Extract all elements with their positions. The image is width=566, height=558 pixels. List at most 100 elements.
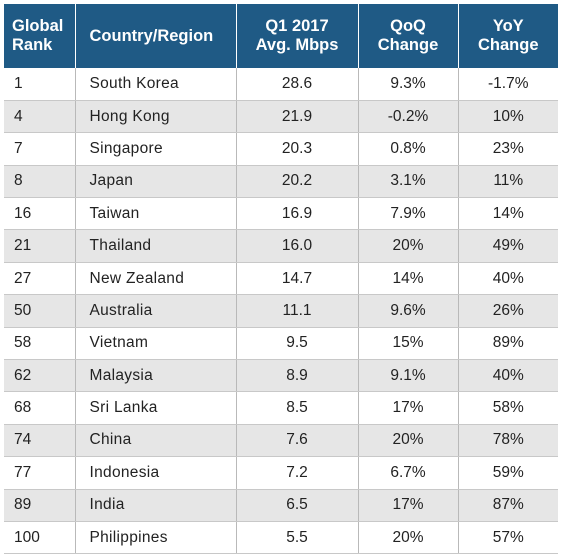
header-qoq-change-line-2: Change xyxy=(377,36,439,54)
cell-country: Japan xyxy=(75,165,237,199)
cell-rank: 58 xyxy=(4,327,76,361)
cell-country: Hong Kong xyxy=(75,100,237,134)
cell-avg-mbps: 9.5 xyxy=(236,327,359,361)
cell-country: South Korea xyxy=(75,68,237,101)
cell-rank: 77 xyxy=(4,456,76,490)
cell-yoy-change: 14% xyxy=(458,197,558,231)
cell-qoq-change: 20% xyxy=(358,521,459,555)
table-row: 58 Vietnam 9.5 15% 89% xyxy=(4,327,558,361)
cell-rank: 89 xyxy=(4,489,76,522)
cell-yoy-change: 89% xyxy=(458,327,558,361)
cell-avg-mbps: 7.6 xyxy=(236,424,359,458)
cell-qoq-change: 17% xyxy=(358,391,459,425)
header-global-rank-line-1: Global xyxy=(12,17,64,35)
cell-avg-mbps: 20.2 xyxy=(236,165,359,199)
speed-table-container: Global Rank Country/Region Q1 2017 Avg. … xyxy=(4,4,558,555)
cell-country: Vietnam xyxy=(75,327,237,361)
cell-qoq-change: 3.1% xyxy=(358,165,459,199)
table-row: 8 Japan 20.2 3.1% 11% xyxy=(4,165,558,199)
cell-qoq-change: -0.2% xyxy=(358,100,459,134)
cell-country: Singapore xyxy=(75,132,237,166)
header-yoy-change-line-2: Change xyxy=(477,36,539,54)
cell-country: Sri Lanka xyxy=(75,391,237,425)
cell-country: China xyxy=(75,424,237,458)
cell-yoy-change: 78% xyxy=(458,424,558,458)
header-avg-mbps-line-1: Q1 2017 xyxy=(265,17,329,35)
table-row: 1 South Korea 28.6 9.3% -1.7% xyxy=(4,68,558,101)
cell-yoy-change: 87% xyxy=(458,489,558,522)
cell-avg-mbps: 8.5 xyxy=(236,391,359,425)
header-yoy-change-line-1: YoY xyxy=(492,17,524,35)
header-country-region-label: Country/Region xyxy=(89,26,214,45)
cell-qoq-change: 15% xyxy=(358,327,459,361)
cell-avg-mbps: 16.9 xyxy=(236,197,359,231)
cell-yoy-change: 26% xyxy=(458,294,558,328)
cell-country: New Zealand xyxy=(75,262,237,296)
cell-rank: 27 xyxy=(4,262,76,296)
speed-table: Global Rank Country/Region Q1 2017 Avg. … xyxy=(4,4,558,555)
cell-avg-mbps: 16.0 xyxy=(236,229,359,263)
cell-yoy-change: 57% xyxy=(458,521,558,555)
cell-rank: 100 xyxy=(4,521,76,555)
cell-avg-mbps: 20.3 xyxy=(236,132,359,166)
cell-qoq-change: 14% xyxy=(358,262,459,296)
table-body: 1 South Korea 28.6 9.3% -1.7% 4 Hong Kong 21.9-… xyxy=(4,68,558,555)
cell-rank: 21 xyxy=(4,229,76,263)
cell-yoy-change: 59% xyxy=(458,456,558,490)
cell-qoq-change: 6.7% xyxy=(358,456,459,490)
cell-qoq-change: 9.6% xyxy=(358,294,459,328)
cell-yoy-change: -1.7% xyxy=(458,68,558,101)
table-row: 4 Hong Kong 21.9 -0.2% 10% xyxy=(4,100,558,134)
cell-avg-mbps: 14.7 xyxy=(236,262,359,296)
header-global-rank-line-2: Rank xyxy=(12,36,53,54)
table-row: 50 Australia 11.1 9.6% 26% xyxy=(4,294,558,328)
header-qoq-change-line-1: QoQ xyxy=(390,17,426,35)
table-row: 100 Philippines 5.5 20% 57% xyxy=(4,521,558,555)
cell-rank: 16 xyxy=(4,197,76,231)
cell-rank: 68 xyxy=(4,391,76,425)
cell-country: Thailand xyxy=(75,229,237,263)
cell-country: Indonesia xyxy=(75,456,237,490)
cell-yoy-change: 40% xyxy=(458,262,558,296)
cell-avg-mbps: 5.5 xyxy=(236,521,359,555)
cell-country: Malaysia xyxy=(75,359,237,393)
table-row: 74 China 7.6 20% 78% xyxy=(4,424,558,458)
table-row: 7 Singapore 20.3 0.8% 23% xyxy=(4,132,558,166)
cell-avg-mbps: 11.1 xyxy=(236,294,359,328)
table-row: 27 New Zealand 14.7 14% 40% xyxy=(4,262,558,296)
cell-avg-mbps: 6.5 xyxy=(236,489,359,522)
cell-country: Taiwan xyxy=(75,197,237,231)
cell-qoq-change: 9.3% xyxy=(358,68,459,101)
header-qoq-change: QoQ Change xyxy=(358,4,459,68)
header-yoy-change: YoY Change xyxy=(458,4,558,68)
header-country-region: Country/Region xyxy=(75,4,237,68)
cell-rank: 7 xyxy=(4,132,76,166)
cell-qoq-change: 20% xyxy=(358,229,459,263)
cell-yoy-change: 11% xyxy=(458,165,558,199)
table-row: 21 Thailand 16.0 20% 49% xyxy=(4,229,558,263)
cell-yoy-change: 58% xyxy=(458,391,558,425)
cell-avg-mbps: 7.2 xyxy=(236,456,359,490)
cell-qoq-change: 20% xyxy=(358,424,459,458)
table-header: Global Rank Country/Region Q1 2017 Avg. … xyxy=(4,4,558,68)
header-avg-mbps: Q1 2017 Avg. Mbps xyxy=(236,4,359,68)
cell-qoq-change: 0.8% xyxy=(358,132,459,166)
cell-avg-mbps: 28.6 xyxy=(236,68,359,101)
table-row: 62 Malaysia 8.9 9.1% 40% xyxy=(4,359,558,393)
cell-rank: 4 xyxy=(4,100,76,134)
cell-avg-mbps: 8.9 xyxy=(236,359,359,393)
header-global-rank: Global Rank xyxy=(4,4,76,68)
cell-yoy-change: 10% xyxy=(458,100,558,134)
cell-rank: 74 xyxy=(4,424,76,458)
cell-qoq-change: 9.1% xyxy=(358,359,459,393)
cell-yoy-change: 40% xyxy=(458,359,558,393)
table-row: 89 India 6.5 17% 87% xyxy=(4,489,558,522)
cell-qoq-change: 17% xyxy=(358,489,459,522)
header-avg-mbps-line-2: Avg. Mbps xyxy=(255,36,339,54)
cell-rank: 1 xyxy=(4,68,76,101)
table-row: 77 Indonesia 7.2 6.7% 59% xyxy=(4,456,558,490)
table-row: 16 Taiwan 16.9 7.9% 14% xyxy=(4,197,558,231)
header-row: Global Rank Country/Region Q1 2017 Avg. … xyxy=(4,4,558,68)
cell-country: India xyxy=(75,489,237,522)
cell-qoq-change: 7.9% xyxy=(358,197,459,231)
